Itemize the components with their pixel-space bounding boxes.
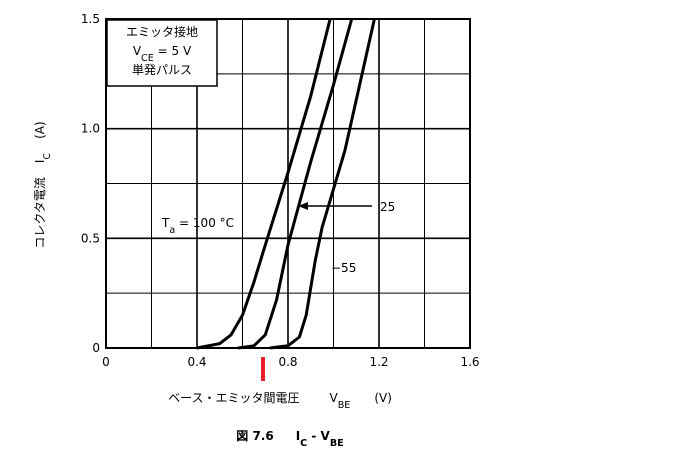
y-tick-label: 1.5 [81, 12, 100, 26]
x-tick-label: 1.2 [369, 355, 388, 369]
condition-text: エミッタ接地 [126, 24, 198, 39]
caption-part: - V [307, 429, 330, 443]
condition-text: 単発パルス [132, 63, 192, 77]
series-label-part: = 100 °C [175, 216, 234, 230]
y-axis-label-part: I [33, 160, 47, 164]
x-axis-label-part: (V) [374, 391, 392, 405]
x-axis-label: ベース・エミッタ間電圧 VBE (V) [168, 391, 392, 411]
y-axis-label-part: コレクタ電流 [33, 177, 47, 249]
curve [196, 18, 332, 350]
caption-part: I [296, 429, 300, 443]
y-axis-label-part: (A) [33, 121, 47, 139]
y-axis-label-part: C [42, 153, 53, 160]
x-tick-label: 0.4 [187, 355, 206, 369]
plot-frame [105, 18, 471, 349]
condition-box [106, 19, 218, 87]
x-axis-label-part: ベース・エミッタ間電圧 [168, 391, 299, 405]
caption-part: BE [330, 438, 344, 449]
arrow-head [298, 202, 308, 210]
condition-text: VCE = 5 V [133, 44, 192, 64]
caption-part: C [300, 438, 307, 449]
series-label-part: a [169, 225, 175, 236]
y-tick-label: 1.0 [81, 122, 100, 136]
curve [237, 18, 354, 350]
series-label: Ta = 100 °C [161, 216, 234, 236]
y-tick-label: 0 [92, 341, 100, 355]
condition-text-part: = 5 V [154, 44, 192, 58]
x-tick-label: 1.6 [460, 355, 479, 369]
series-label: −55 [331, 261, 356, 275]
y-tick-label: 0.5 [81, 231, 100, 245]
x-tick-label: 0.8 [278, 355, 297, 369]
y-axis-label: コレクタ電流 IC (A) [33, 121, 53, 248]
condition-text-part: V [133, 44, 142, 58]
x-axis-label-part: V [329, 391, 338, 405]
position-marker [260, 357, 265, 381]
x-axis-label-part: BE [338, 400, 351, 411]
condition-text-part: CE [141, 53, 154, 64]
series-label: 25 [380, 200, 395, 214]
caption: 図 7.6 IC - VBE [236, 429, 343, 449]
caption-part: 図 7.6 [236, 429, 273, 443]
x-tick-label: 0 [102, 355, 110, 369]
series-label-part: T [161, 216, 170, 230]
curve [269, 18, 376, 350]
